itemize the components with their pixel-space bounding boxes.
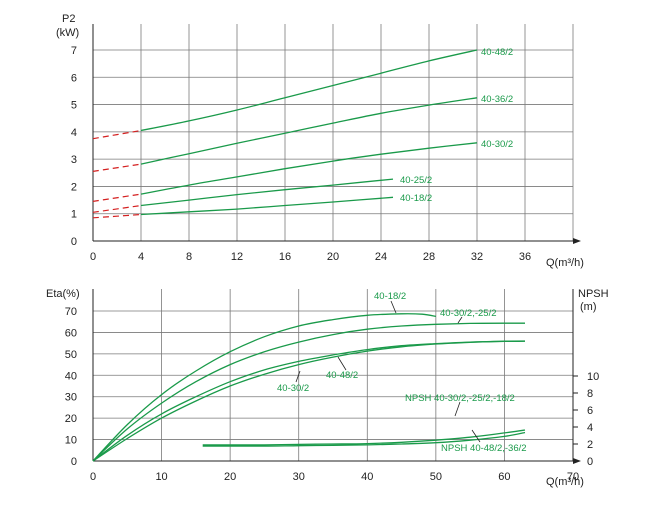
- bottom-ytick-70: 70: [65, 306, 77, 318]
- bottom-label-40-30-2-25-2: 40-30/2,-25/2: [440, 308, 497, 319]
- bottom-curve-40-18-2: [92, 313, 437, 462]
- bottom-ytick-50: 50: [65, 349, 77, 361]
- top-ytick-0: 0: [71, 236, 77, 248]
- top-ytick-5: 5: [71, 100, 77, 112]
- bottom-ytick-60: 60: [65, 327, 77, 339]
- bottom-chart-grid: [92, 289, 581, 464]
- top-ytick-4: 4: [71, 127, 77, 139]
- bottom-curve-NPSH-40-30-2-25-2-18-2: [202, 429, 526, 446]
- bottom-ytick-30: 30: [65, 392, 77, 404]
- bottom-label-npsh-b: NPSH 40-48/2,-36/2: [441, 443, 527, 454]
- bottom-xtick-30: 30: [293, 471, 305, 483]
- bottom-curve-40-30-2-25-2: [92, 322, 525, 462]
- top-curve-40-25-2: [140, 178, 394, 207]
- top-ytick-2: 2: [71, 181, 77, 193]
- top-dashed-40-30-2: [92, 193, 142, 202]
- top-curve-40-48-2: [140, 49, 478, 132]
- bottom-label-npsh-a: NPSH 40-30/2,-25/2,-18/2: [405, 393, 515, 404]
- bottom-lead-npsh-b: [471, 429, 481, 443]
- top-xtick-4: 4: [138, 251, 144, 263]
- top-xtick-20: 20: [327, 251, 339, 263]
- top-chart-curves: [92, 49, 478, 219]
- bottom-ytick-0: 0: [71, 456, 77, 468]
- top-xtick-36: 36: [519, 251, 531, 263]
- top-xtick-12: 12: [231, 251, 243, 263]
- top-series-label-40-18-2: 40-18/2: [400, 193, 432, 204]
- top-x-arrow: [573, 238, 581, 244]
- bottom-ylabel: Eta(%): [46, 288, 80, 300]
- top-xtick-24: 24: [375, 251, 387, 263]
- bottom-lead-40-30-2: [295, 370, 301, 383]
- top-series-label-40-30-2: 40-30/2: [481, 139, 513, 150]
- bottom-ytick-10: 10: [65, 435, 77, 447]
- bottom-y2tick-4: 4: [587, 422, 593, 434]
- bottom-curve-40-48-2: [92, 340, 526, 462]
- top-dashed-40-18-2: [92, 213, 142, 219]
- top-dashed-40-25-2: [92, 204, 142, 213]
- top-xtick-16: 16: [279, 251, 291, 263]
- top-xlabel: Q(m³/h): [546, 257, 584, 269]
- bottom-lead-40-18-2: [390, 300, 397, 314]
- top-xtick-8: 8: [186, 251, 192, 263]
- bottom-label-40-18-2: 40-18/2: [374, 291, 406, 302]
- bottom-y2tick-10: 10: [587, 371, 599, 383]
- bottom-chart-label-leaders: [295, 300, 481, 443]
- top-ytick-1: 1: [71, 209, 77, 221]
- bottom-y2label-line2: (m): [580, 301, 597, 313]
- top-ytick-3: 3: [71, 154, 77, 166]
- bottom-label-40-30-2: 40-30/2: [277, 383, 309, 394]
- bottom-lead-40-30-2-25-2: [457, 316, 463, 324]
- bottom-xlabel: Q(m³/h): [546, 476, 584, 488]
- bottom-y2tick-6: 6: [587, 405, 593, 417]
- bottom-lead-npsh-a: [454, 401, 461, 417]
- top-xtick-28: 28: [423, 251, 435, 263]
- top-series-label-40-25-2: 40-25/2: [400, 175, 432, 186]
- top-series-label-40-48-2: 40-48/2: [481, 47, 513, 58]
- top-series-label-40-36-2: 40-36/2: [481, 94, 513, 105]
- top-curve-40-36-2: [140, 97, 478, 165]
- bottom-xtick-50: 50: [430, 471, 442, 483]
- top-curve-40-30-2: [140, 142, 478, 195]
- top-dashed-40-36-2: [92, 163, 142, 172]
- top-dashed-40-48-2: [92, 129, 142, 140]
- bottom-ytick-40: 40: [65, 370, 77, 382]
- bottom-xtick-10: 10: [155, 471, 167, 483]
- bottom-xtick-40: 40: [361, 471, 373, 483]
- top-chart-grid: [92, 24, 581, 244]
- top-ylabel-line2: (kW): [56, 27, 79, 39]
- bottom-xtick-0: 0: [90, 471, 96, 483]
- bottom-chart-curves: [92, 313, 526, 462]
- bottom-xtick-20: 20: [224, 471, 236, 483]
- top-ytick-6: 6: [71, 72, 77, 84]
- bottom-y2label-line1: NPSH: [578, 288, 609, 300]
- bottom-y2tick-0: 0: [587, 456, 593, 468]
- bottom-xtick-60: 60: [498, 471, 510, 483]
- bottom-xtick-70: 70: [567, 471, 579, 483]
- bottom-chart-ticks: 0 10 20 30 40 50 60 70 0 10 20 30 40 50 60 70 0 2 4 6 8 10: [65, 306, 600, 483]
- top-ylabel-line1: P2: [62, 13, 75, 25]
- bottom-curve-NPSH-40-48-2-36-2: [202, 431, 526, 447]
- top-ytick-7: 7: [71, 45, 77, 57]
- top-xtick-32: 32: [471, 251, 483, 263]
- bottom-lead-40-48-2: [337, 356, 347, 371]
- bottom-y2tick-2: 2: [587, 439, 593, 451]
- top-curve-40-18-2: [140, 196, 394, 216]
- top-xtick-0: 0: [90, 251, 96, 263]
- bottom-label-40-48-2: 40-48/2: [326, 370, 358, 381]
- bottom-ytick-20: 20: [65, 413, 77, 425]
- bottom-y2tick-8: 8: [587, 388, 593, 400]
